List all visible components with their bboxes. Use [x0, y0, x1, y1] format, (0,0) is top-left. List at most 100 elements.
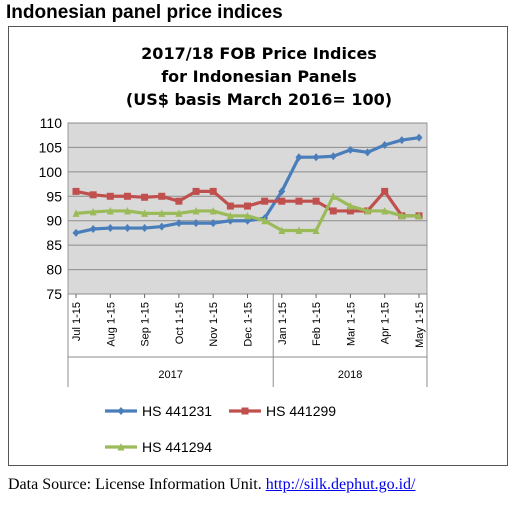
data-point — [89, 207, 97, 216]
data-point — [261, 216, 269, 225]
data-point — [295, 226, 303, 234]
data-point — [226, 211, 234, 220]
data-point — [398, 211, 406, 220]
data-point — [278, 226, 286, 234]
data-point — [209, 206, 217, 215]
x-tick-label: May 1-15 — [414, 302, 426, 348]
series-hs-441231 — [72, 133, 423, 237]
x-tick-label: Dec 1-15 — [243, 302, 255, 347]
data-point — [329, 192, 337, 200]
x-group-label: 2018 — [338, 369, 362, 381]
data-point — [381, 140, 389, 149]
data-point — [72, 228, 80, 237]
legend-entry: HS 441299 — [229, 403, 336, 419]
data-point — [364, 148, 372, 157]
source-link[interactable]: http://silk.dephut.go.id/ — [265, 476, 416, 493]
legend-entry: HS 441231 — [105, 403, 212, 419]
data-point — [123, 192, 131, 200]
data-point — [329, 152, 337, 161]
data-point — [123, 206, 131, 215]
y-tick-label: 80 — [46, 262, 62, 278]
data-point — [117, 443, 125, 451]
y-tick-label: 85 — [46, 237, 62, 253]
data-point — [226, 202, 234, 210]
chart-title-line: (US$ basis March 2016= 100) — [126, 90, 392, 109]
data-point — [415, 211, 423, 220]
data-point — [72, 209, 80, 217]
data-point — [72, 187, 80, 195]
x-tick-label: Feb 1-15 — [311, 302, 323, 346]
chart-title: 2017/18 FOB Price Indices for Indonesian … — [126, 44, 392, 109]
x-tick-label: Mar 1-15 — [345, 302, 357, 346]
page-heading: Indonesian panel price indices — [6, 2, 283, 23]
chart-title-line: 2017/18 FOB Price Indices — [141, 44, 377, 63]
data-point — [346, 202, 354, 210]
x-axis-groups: 2017 2018 — [67, 294, 428, 387]
x-axis: Jul 1-15 Aug 1-15 Sep 1-15 Oct 1-15 Nov 1-15… — [71, 294, 426, 348]
chart-frame: 2017/18 FOB Price Indices for Indonesian … — [8, 26, 508, 466]
y-tick-label: 75 — [46, 286, 62, 302]
legend-label: HS 441299 — [266, 403, 336, 419]
data-point — [295, 197, 303, 205]
data-point — [106, 192, 114, 200]
legend-label: HS 441294 — [142, 439, 212, 455]
data-point — [158, 209, 166, 217]
y-tick-label: 105 — [39, 139, 63, 155]
data-point — [329, 207, 337, 215]
data-point — [346, 207, 354, 215]
y-axis: 75 80 85 90 95 100 105 110 — [39, 115, 63, 302]
y-tick-label: 90 — [46, 213, 62, 229]
legend: HS 441231 HS 441299 HS 441294 — [105, 403, 336, 455]
data-point — [192, 219, 200, 228]
data-point — [209, 219, 217, 228]
series-lines — [72, 133, 423, 237]
series-hs-441294 — [72, 192, 423, 234]
chart-title-line: for Indonesian Panels — [161, 67, 357, 86]
data-point — [158, 192, 166, 200]
data-point — [117, 407, 125, 415]
data-point — [312, 153, 320, 162]
data-point — [312, 197, 320, 205]
source-text: Data Source: License Information Unit. — [8, 476, 262, 493]
x-tick-label: Oct 1-15 — [174, 302, 186, 344]
data-point — [381, 187, 389, 195]
x-tick-label: Sep 1-15 — [140, 302, 152, 347]
y-tick-label: 100 — [39, 164, 63, 180]
data-point — [346, 145, 354, 154]
data-point — [106, 206, 114, 215]
data-point — [141, 193, 149, 201]
x-tick-label: Apr 1-15 — [380, 302, 392, 344]
data-point — [158, 222, 166, 231]
y-tick-label: 110 — [40, 115, 63, 131]
data-point — [241, 407, 249, 415]
data-source-note: Data Source: License Information Unit. h… — [8, 476, 415, 494]
data-point — [141, 224, 149, 233]
data-point — [295, 153, 303, 162]
data-point — [123, 224, 131, 233]
data-point — [244, 211, 251, 220]
data-point — [175, 219, 183, 228]
data-point — [278, 197, 286, 205]
y-tick-label: 95 — [46, 188, 62, 204]
x-tick-label: Jan 1-15 — [277, 302, 289, 345]
data-point — [398, 136, 406, 145]
data-point — [364, 206, 372, 215]
data-point — [381, 206, 389, 215]
data-point — [89, 191, 97, 199]
data-point — [89, 225, 97, 234]
legend-entry: HS 441294 — [105, 439, 212, 455]
x-group-label: 2017 — [158, 369, 182, 381]
data-point — [141, 209, 149, 217]
data-point — [261, 197, 269, 205]
data-point — [209, 187, 217, 195]
data-point — [106, 224, 114, 233]
data-point — [175, 209, 183, 217]
x-tick-label: Jul 1-15 — [71, 302, 83, 341]
data-point — [175, 197, 183, 205]
x-tick-label: Nov 1-15 — [208, 302, 220, 347]
data-point — [192, 187, 200, 195]
legend-label: HS 441231 — [142, 403, 212, 419]
data-point — [312, 226, 320, 234]
data-point — [278, 187, 286, 196]
data-point — [244, 202, 251, 210]
